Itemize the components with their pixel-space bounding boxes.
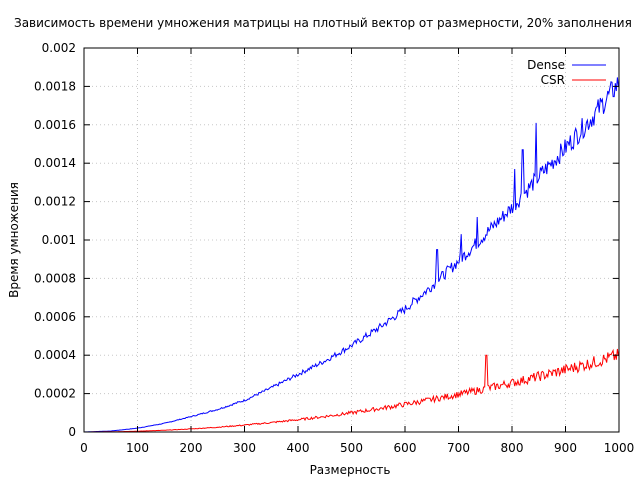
y-tick-label: 0.0018 <box>34 79 76 93</box>
legend-label: Dense <box>527 58 565 72</box>
x-tick-label: 600 <box>394 441 417 455</box>
x-tick-label: 500 <box>340 441 363 455</box>
y-tick-label: 0.001 <box>42 233 76 247</box>
x-tick-label: 100 <box>126 441 149 455</box>
grid <box>84 48 619 432</box>
y-tick-label: 0.0006 <box>34 310 76 324</box>
y-tick-label: 0.0008 <box>34 271 76 285</box>
y-tick-label: 0.0002 <box>34 387 76 401</box>
x-tick-label: 300 <box>233 441 256 455</box>
x-tick-label: 1000 <box>604 441 635 455</box>
x-tick-label: 900 <box>554 441 577 455</box>
y-tick-label: 0.002 <box>42 41 76 55</box>
series-layer <box>84 77 619 433</box>
chart-title: Зависимость времени умножения матрицы на… <box>14 16 632 30</box>
legend-label: CSR <box>541 73 565 87</box>
x-tick-label: 700 <box>447 441 470 455</box>
x-tick-label: 800 <box>501 441 524 455</box>
y-tick-label: 0.0012 <box>34 195 76 209</box>
y-axis-label: Время умножения <box>7 182 21 298</box>
y-tick-label: 0.0014 <box>34 156 76 170</box>
axes: 0 100 200 300 400 500 600 700 800 900 1000 0 0.0002 0… <box>34 41 634 455</box>
y-tick-label: 0.0004 <box>34 348 76 362</box>
x-tick-label: 0 <box>80 441 88 455</box>
x-tick-label: 400 <box>287 441 310 455</box>
y-tick-label: 0.0016 <box>34 118 76 132</box>
x-tick-label: 200 <box>180 441 203 455</box>
series-line-dense <box>84 77 619 433</box>
y-tick-label: 0 <box>68 425 76 439</box>
x-axis-label: Размерность <box>310 463 391 477</box>
series-line-csr <box>84 348 619 433</box>
